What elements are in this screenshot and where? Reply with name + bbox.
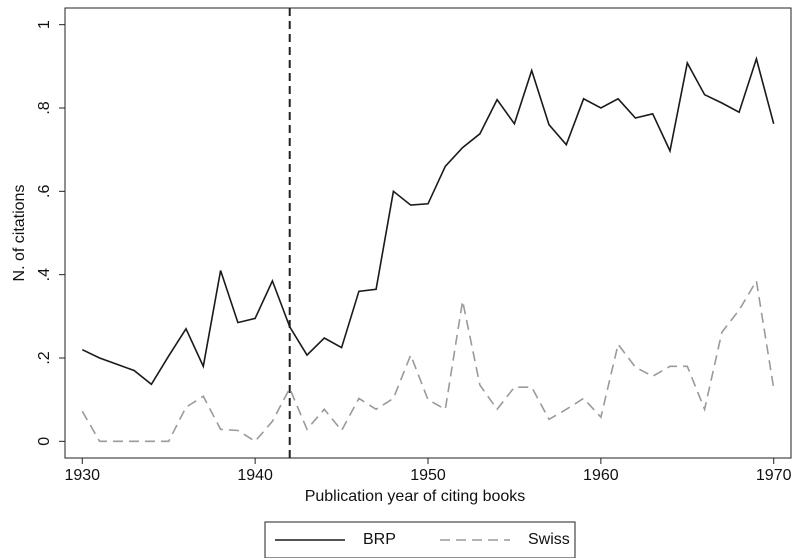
series-line [81, 55, 775, 386]
x-tick-label: 1970 [756, 467, 792, 484]
x-tick-label: 1930 [64, 467, 100, 484]
y-tick-label: .6 [36, 185, 53, 198]
legend-label: Swiss [528, 531, 570, 548]
x-tick-label: 1950 [410, 467, 446, 484]
y-tick-label: .8 [36, 101, 53, 114]
y-axis-label: N. of citations [11, 185, 28, 282]
x-tick-label: 1960 [583, 467, 619, 484]
x-tick-label: 1940 [237, 467, 273, 484]
plot-frame [64, 7, 792, 459]
y-tick-label: 0 [36, 437, 53, 446]
legend-label: BRP [363, 531, 396, 548]
series-line [81, 278, 775, 443]
y-tick-label: 1 [36, 20, 53, 29]
y-tick-label: .2 [36, 351, 53, 364]
x-axis-label: Publication year of citing books [305, 488, 526, 505]
y-tick-label: .4 [36, 268, 53, 281]
